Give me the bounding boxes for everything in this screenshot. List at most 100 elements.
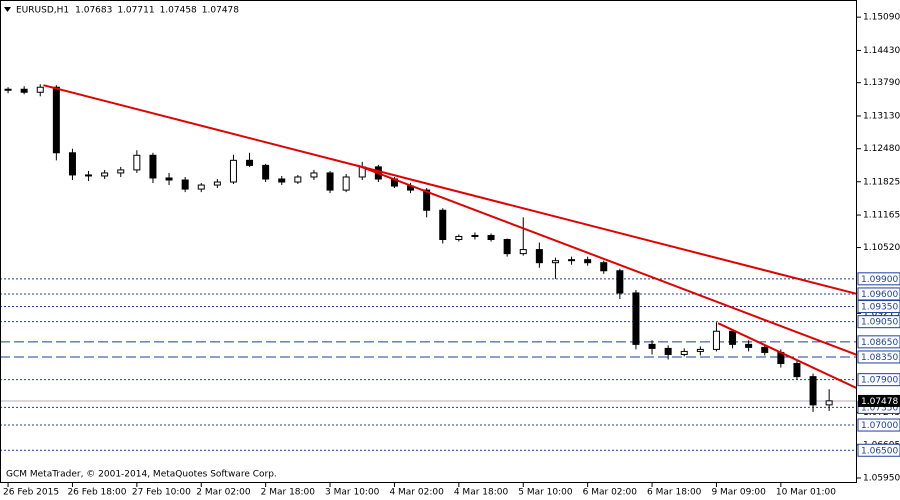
level-label-box: [857, 300, 900, 314]
level-label-box: [857, 315, 900, 329]
x-tick-label: 5 Mar 10:00: [518, 488, 573, 498]
candle-body: [600, 262, 608, 272]
x-tick-label: 6 Mar 02:00: [583, 488, 638, 498]
candle-body: [85, 174, 93, 177]
header-close: 1.07478: [202, 6, 239, 16]
candle-body: [278, 178, 286, 183]
level-label-box: [857, 272, 900, 286]
level-label: 1.07900: [861, 376, 898, 386]
level-label: 1.09050: [861, 318, 898, 328]
candle-body: [133, 154, 141, 171]
candle-body: [616, 270, 624, 294]
candle-body: [181, 179, 189, 190]
candle-body: [246, 159, 254, 166]
candle-body: [439, 209, 447, 240]
header-low: 1.07458: [160, 6, 197, 16]
level-label: 1.06500: [861, 446, 898, 456]
candle-body: [149, 154, 157, 179]
candle-body: [262, 164, 270, 180]
bid-label-box: [858, 394, 900, 407]
y-tick-label: 1.13130: [863, 111, 900, 121]
x-tick-label: 3 Mar 10:00: [325, 488, 380, 498]
level-label: 1.07000: [861, 421, 898, 431]
y-tick-label: 1.05950: [863, 473, 900, 483]
candle-body: [197, 184, 205, 190]
candle-body: [825, 400, 833, 406]
x-tick-label: 4 Mar 18:00: [454, 488, 509, 498]
x-tick-label: 2 Mar 18:00: [261, 488, 316, 498]
candle-body: [664, 347, 672, 355]
candle-body: [20, 88, 28, 93]
y-tick-label: 1.11165: [863, 211, 900, 221]
candle-body: [535, 249, 543, 264]
trendline: [357, 164, 858, 356]
candle-body: [4, 88, 12, 91]
level-label: 1.08650: [861, 338, 898, 348]
level-label: 1.09350: [861, 303, 898, 313]
candle-body: [68, 152, 76, 176]
x-tick-label: 6 Mar 18:00: [647, 488, 702, 498]
candle-body: [423, 189, 431, 211]
candle-body: [648, 343, 656, 349]
level-label-box: [857, 350, 900, 364]
x-tick-label: 10 Mar 01:00: [776, 488, 836, 498]
y-tick-label: 1.10520: [863, 243, 900, 253]
candle-body: [809, 376, 817, 406]
candle-body: [294, 176, 302, 183]
candle-body: [729, 330, 737, 345]
trendline: [43, 84, 858, 295]
x-tick-label: 9 Mar 09:00: [711, 488, 766, 498]
candle-body: [326, 172, 334, 191]
level-label: 1.09600: [861, 290, 898, 300]
candle-body: [165, 177, 173, 181]
candle-body: [503, 238, 511, 255]
level-label-box: [857, 287, 900, 301]
candle-body: [632, 292, 640, 345]
candle-body: [487, 234, 495, 240]
candle-body: [551, 260, 559, 264]
chart-title: EURUSD,H1: [16, 6, 69, 16]
menu-arrow[interactable]: [4, 7, 11, 12]
bid-label: 1.07478: [861, 397, 898, 407]
level-label-box: [857, 443, 900, 457]
candle-body: [342, 176, 350, 191]
y-tick-label: 1.13790: [863, 78, 900, 88]
level-label-box: [857, 418, 900, 432]
candle-body: [52, 86, 60, 154]
candle-body: [101, 172, 109, 177]
candle-body: [455, 235, 463, 240]
candle-body: [793, 363, 801, 378]
candle-body: [471, 234, 479, 237]
plot-frame: [0, 0, 857, 483]
candle-body: [568, 259, 576, 262]
candle-body: [761, 346, 769, 353]
candle-body: [712, 330, 720, 350]
candle-body: [696, 348, 704, 352]
x-tick-label: 2 Mar 02:00: [196, 488, 251, 498]
level-label: 1.07350: [861, 403, 898, 413]
candle-body: [36, 86, 44, 93]
header-open: 1.07683: [75, 6, 112, 16]
x-tick-label: 27 Feb 10:00: [132, 488, 191, 498]
candle-body: [213, 181, 221, 186]
x-tick-label: 4 Mar 02:00: [389, 488, 444, 498]
candle-body: [519, 249, 527, 255]
y-tick-label: 1.14430: [863, 46, 900, 56]
candle-body: [117, 169, 125, 174]
plot-area: [0, 84, 858, 451]
candle-body: [680, 350, 688, 355]
y-tick-label: 1.15090: [863, 13, 900, 23]
level-label-box: [857, 335, 900, 349]
copyright: GCM MetaTrader, © 2001-2014, MetaQuotes …: [6, 470, 277, 480]
level-label: 1.08350: [861, 353, 898, 363]
candle-body: [229, 159, 237, 183]
y-tick-label: 1.09215: [863, 309, 900, 319]
candle-body: [584, 259, 592, 264]
y-tick-label: 1.12480: [863, 144, 900, 154]
y-tick-label: 1.11825: [863, 177, 900, 187]
candle-body: [310, 172, 318, 178]
level-label-box: [857, 373, 900, 387]
